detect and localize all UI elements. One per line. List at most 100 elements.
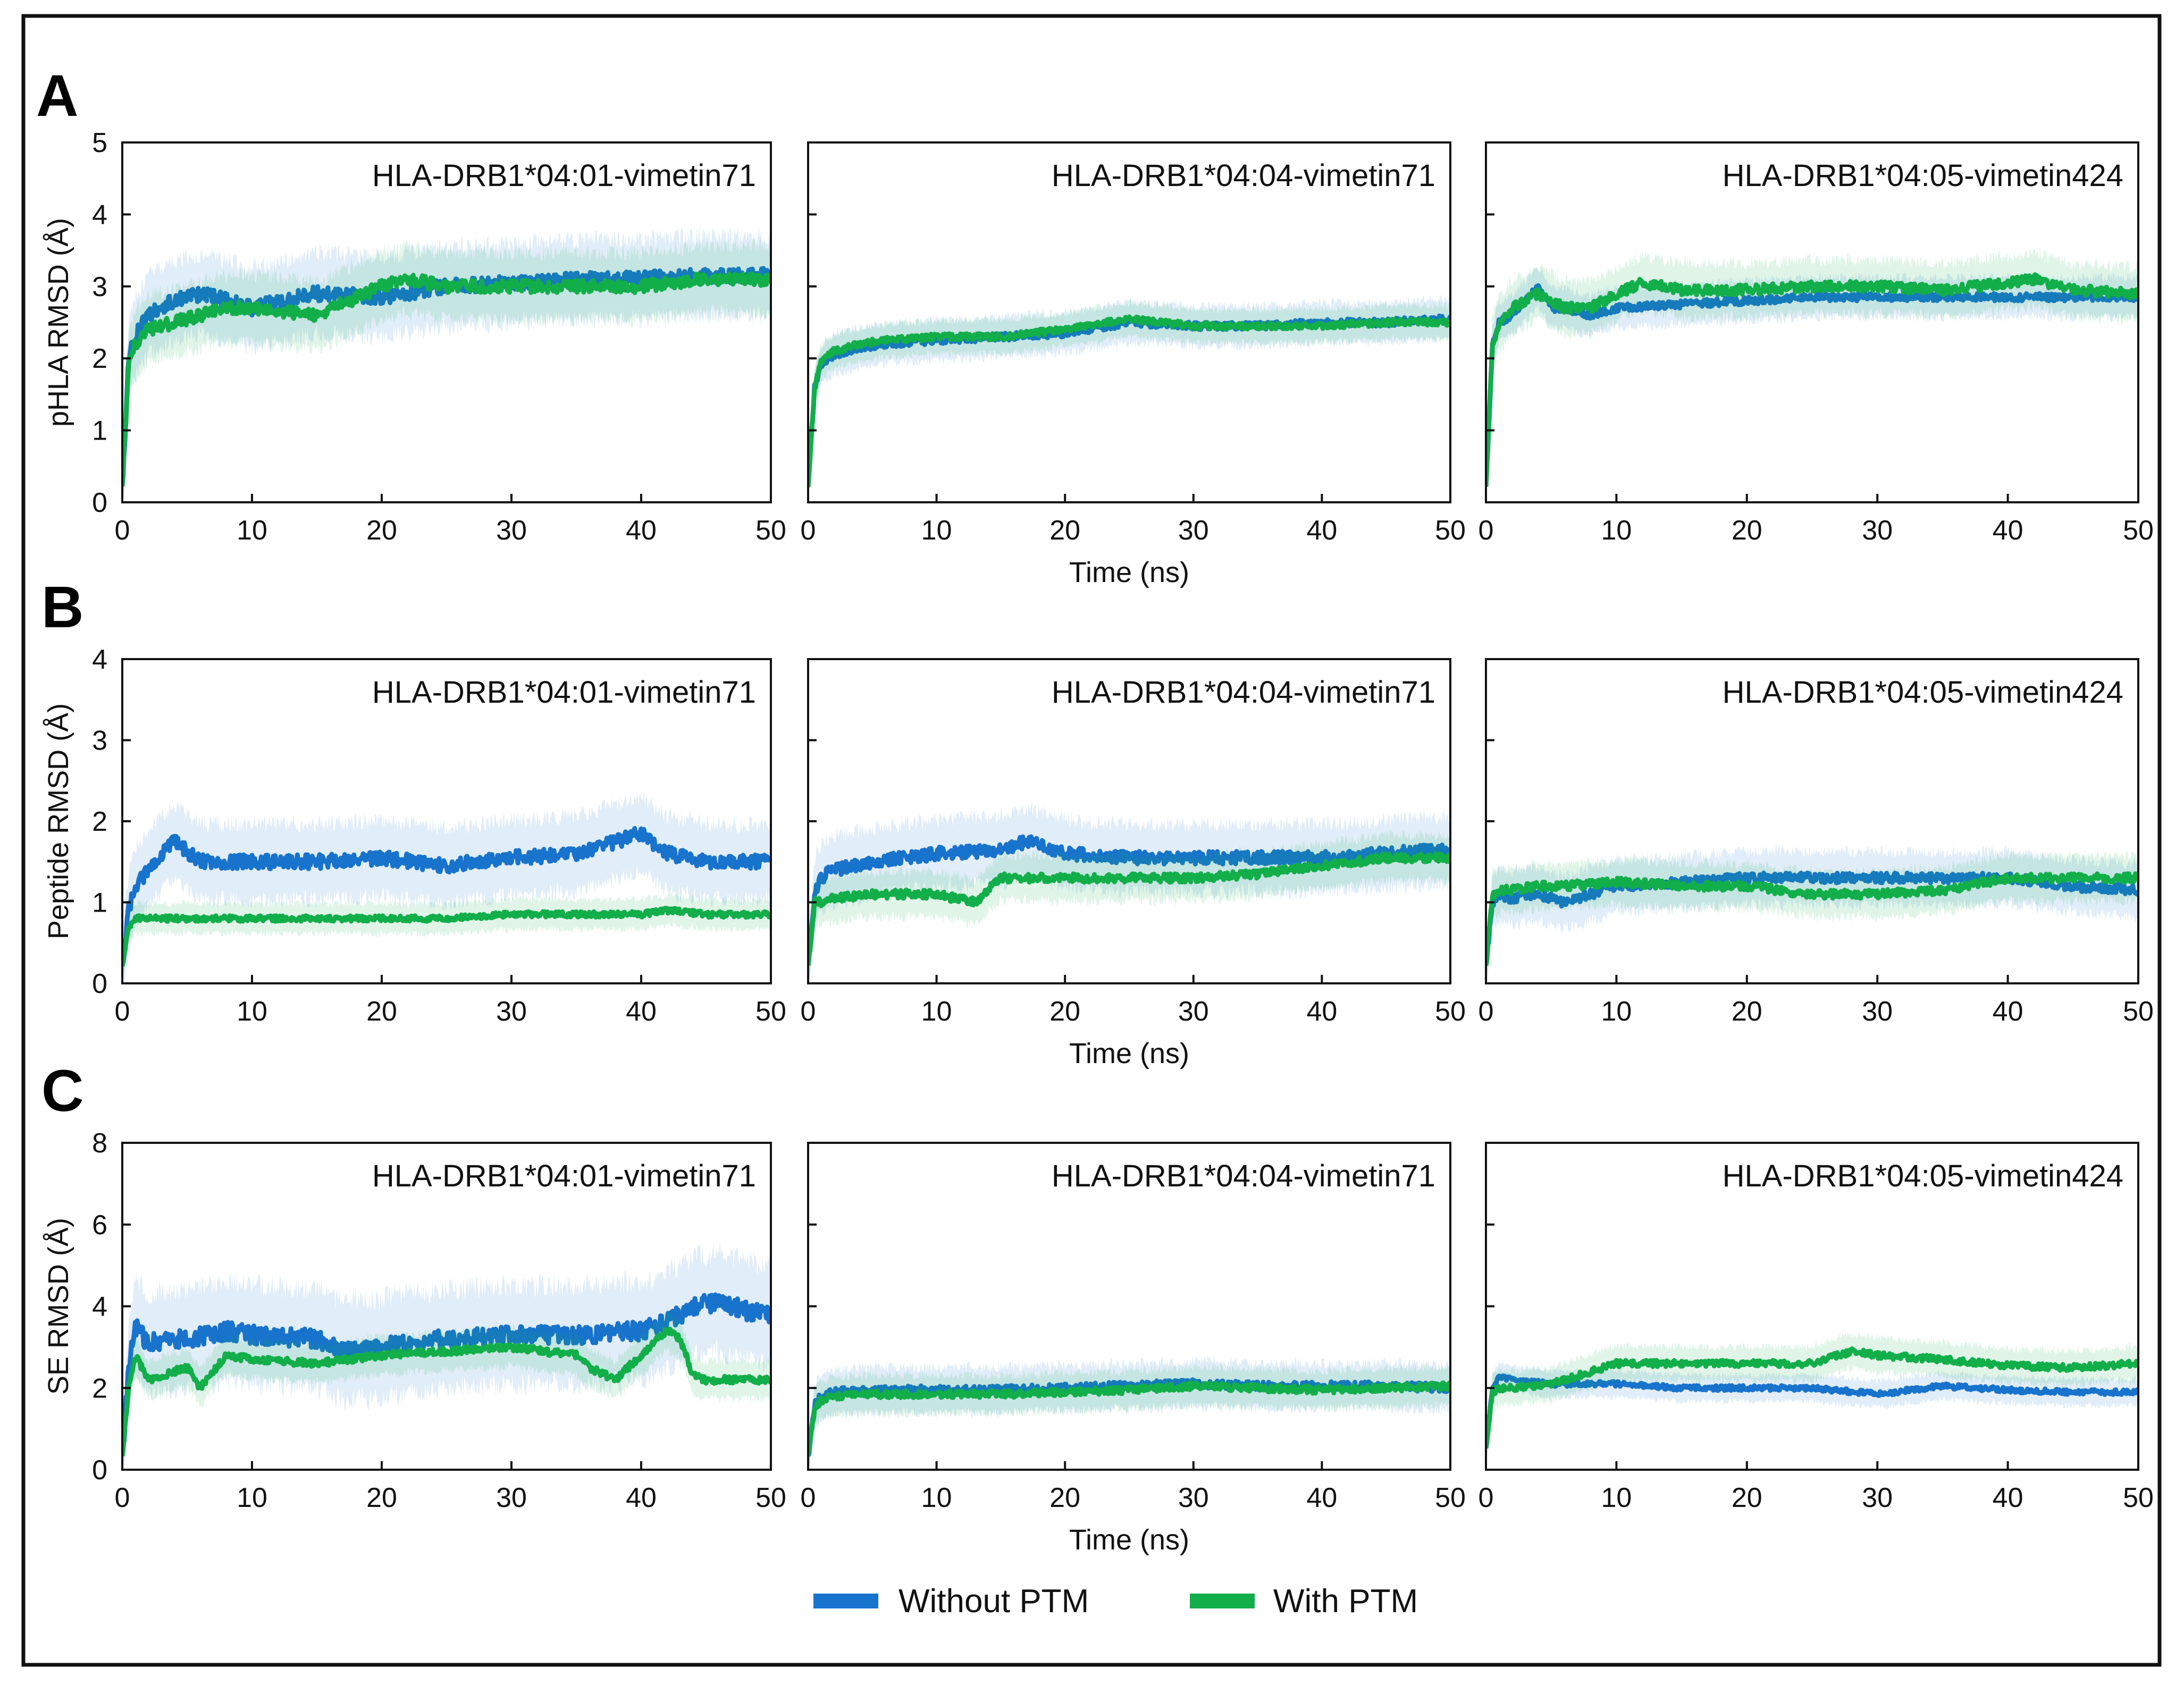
series-line-without-ptm	[808, 834, 1450, 965]
panel-b-3: HLA-DRB1*04:05-vimetin424 0 10 20 30 40 50	[1479, 658, 2154, 1027]
x-tick-label: 50	[1435, 515, 1466, 546]
x-tick-label: 0	[801, 996, 816, 1027]
x-tick-label: 10	[237, 996, 267, 1027]
plot-area	[1486, 845, 2138, 983]
band-without-ptm	[808, 294, 1450, 502]
panel-title: HLA-DRB1*04:01-vimetin71	[372, 158, 756, 193]
x-tick-label: 0	[1479, 1482, 1494, 1513]
x-tick-label: 30	[496, 996, 527, 1027]
x-tick-label: 20	[366, 996, 397, 1027]
panel-a-3: HLA-DRB1*04:05-vimetin424 0 10 20 30 40 50	[1479, 141, 2154, 546]
plot-area	[1486, 248, 2138, 502]
x-tick-label: 10	[1601, 1482, 1632, 1513]
y-axis-label: Peptide RMSD (Å)	[43, 703, 74, 939]
series-line-without-ptm	[1486, 283, 2138, 487]
y-tick-label: 4	[92, 199, 107, 230]
x-tick-label: 50	[2123, 1482, 2154, 1513]
x-tick-label: 0	[115, 996, 130, 1027]
series-line-without-ptm	[122, 1292, 771, 1454]
panel-title: HLA-DRB1*04:04-vimetin71	[1052, 158, 1435, 193]
plot-area	[122, 789, 771, 983]
x-tick-label: 40	[626, 996, 657, 1027]
x-tick-label: 20	[1732, 515, 1762, 546]
x-tick-label: 50	[755, 1482, 786, 1513]
x-tick-label: 20	[366, 515, 397, 546]
plot-area	[122, 226, 771, 502]
x-tick-label: 30	[1862, 1482, 1893, 1513]
x-tick-label: 40	[1306, 996, 1337, 1027]
x-tick-label: 20	[1049, 515, 1080, 546]
legend-label-with-ptm: With PTM	[1273, 1583, 1418, 1620]
panel-title: HLA-DRB1*04:04-vimetin71	[1052, 675, 1435, 710]
y-tick-label: 2	[92, 806, 107, 837]
row-letter-a: A	[36, 63, 78, 129]
plot-frame	[121, 141, 772, 503]
panel-title: HLA-DRB1*04:01-vimetin71	[372, 1159, 756, 1193]
x-tick-label: 10	[237, 515, 267, 546]
y-tick-label: 3	[92, 272, 107, 302]
series-line-with-ptm	[808, 851, 1450, 966]
x-tick-label: 20	[1049, 1482, 1080, 1513]
x-tick-label: 30	[496, 1482, 527, 1513]
x-tick-label: 10	[921, 996, 952, 1027]
row-b: B Peptide RMSD (Å) HLA-DRB1*04:01-vimetin7…	[41, 575, 2154, 1069]
x-tick-label: 10	[1601, 515, 1632, 546]
y-tick-label: 2	[92, 1373, 107, 1404]
panel-c-2: HLA-DRB1*04:04-vimetin71 0 10 20 30 40 50 Time …	[801, 1142, 1466, 1556]
y-tick-label: 0	[92, 1455, 107, 1486]
legend: Without PTM With PTM	[813, 1583, 1418, 1620]
band-with-ptm	[1486, 248, 2138, 502]
x-tick-label: 30	[1862, 515, 1893, 546]
x-tick-label: 40	[1993, 1482, 2023, 1513]
x-tick-label: 20	[1049, 996, 1080, 1027]
x-tick-label: 40	[1993, 996, 2023, 1027]
panel-title: HLA-DRB1*04:05-vimetin424	[1723, 1159, 2123, 1193]
x-tick-label: 50	[1435, 1482, 1466, 1513]
series-line-without-ptm	[1486, 1373, 2138, 1449]
x-tick-label: 50	[2123, 515, 2154, 546]
legend-swatch-without-ptm	[813, 1594, 878, 1608]
panel-title: HLA-DRB1*04:01-vimetin71	[372, 675, 756, 710]
plot-area	[122, 1242, 771, 1470]
row-letter-c: C	[41, 1058, 83, 1124]
x-tick-label: 40	[1993, 515, 2023, 546]
y-tick-label: 4	[92, 1292, 107, 1322]
x-tick-label: 40	[1306, 1482, 1337, 1513]
series-line-with-ptm	[1486, 1346, 2138, 1448]
series-line-with-ptm	[1486, 272, 2138, 487]
y-tick-label: 6	[92, 1210, 107, 1241]
x-tick-label: 10	[921, 1482, 952, 1513]
y-tick-label: 5	[92, 128, 107, 158]
x-tick-label: 0	[1479, 996, 1494, 1027]
x-tick-label: 0	[801, 515, 816, 546]
x-tick-label: 40	[626, 515, 657, 546]
legend-label-without-ptm: Without PTM	[898, 1583, 1089, 1620]
plot-frame	[807, 141, 1451, 503]
y-axis-label: SE RMSD (Å)	[43, 1218, 74, 1395]
x-tick-label: 50	[2123, 996, 2154, 1027]
x-axis-label: Time (ns)	[1069, 1524, 1189, 1556]
plot-area	[808, 294, 1450, 502]
x-tick-label: 20	[1732, 1482, 1762, 1513]
panel-title: HLA-DRB1*04:05-vimetin424	[1723, 675, 2123, 710]
x-tick-label: 0	[801, 1482, 816, 1513]
legend-swatch-with-ptm	[1190, 1594, 1255, 1608]
y-tick-label: 2	[92, 343, 107, 374]
x-tick-label: 50	[755, 996, 786, 1027]
x-tick-label: 10	[1601, 996, 1632, 1027]
panel-b-2: HLA-DRB1*04:04-vimetin71 0 10 20 30 40 50 Time …	[801, 658, 1466, 1069]
row-c: C SE RMSD (Å) HLA-DRB1*04:01-vimetin71 0 2 4 6…	[41, 1058, 2154, 1556]
plot-frame	[1485, 141, 2139, 503]
band-without-ptm	[122, 226, 771, 502]
x-tick-label: 40	[626, 1482, 657, 1513]
series-line-with-ptm	[122, 1326, 771, 1456]
panel-c-3: HLA-DRB1*04:05-vimetin424 0 10 20 30 40 50	[1479, 1142, 2154, 1513]
series-line-without-ptm	[122, 826, 771, 966]
y-tick-label: 1	[92, 416, 107, 446]
y-tick-label: 3	[92, 726, 107, 756]
x-tick-label: 0	[115, 515, 130, 546]
x-tick-label: 30	[1178, 996, 1209, 1027]
